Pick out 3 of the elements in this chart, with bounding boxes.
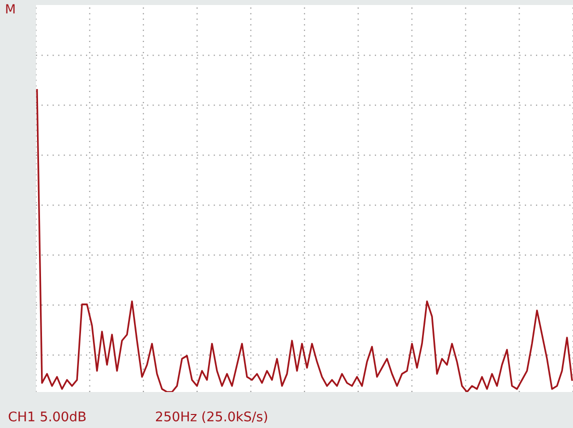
text: M	[6, 4, 15, 14]
text: 250Hz (25.0kS/s)	[156, 411, 268, 423]
text: CH1 5.00dB	[8, 411, 86, 422]
